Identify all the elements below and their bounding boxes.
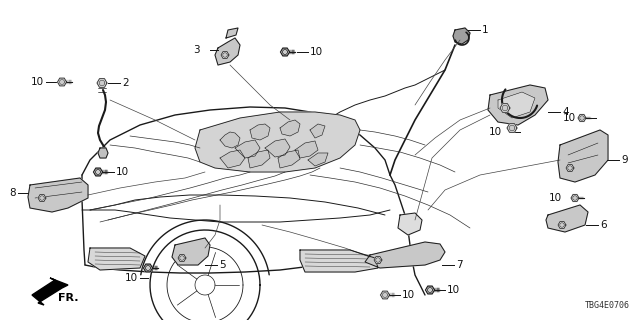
Polygon shape — [280, 120, 300, 136]
Polygon shape — [578, 115, 586, 122]
Text: 6: 6 — [600, 220, 607, 230]
Polygon shape — [28, 178, 88, 212]
Text: 10: 10 — [310, 47, 323, 57]
Polygon shape — [220, 132, 240, 148]
Polygon shape — [97, 79, 107, 87]
Text: 10: 10 — [125, 273, 138, 283]
Text: 10: 10 — [402, 290, 415, 300]
Polygon shape — [265, 139, 290, 157]
Polygon shape — [566, 164, 574, 172]
Text: 7: 7 — [456, 260, 463, 270]
Polygon shape — [58, 78, 67, 86]
Polygon shape — [558, 130, 608, 182]
Polygon shape — [280, 48, 289, 56]
Polygon shape — [398, 213, 422, 235]
Polygon shape — [381, 291, 390, 299]
Polygon shape — [195, 112, 360, 172]
Polygon shape — [571, 195, 579, 202]
Polygon shape — [88, 248, 145, 270]
Text: 10: 10 — [489, 127, 502, 137]
Text: 1: 1 — [482, 25, 488, 35]
Text: 8: 8 — [10, 188, 16, 198]
Polygon shape — [558, 221, 566, 228]
Polygon shape — [365, 242, 445, 268]
Text: 10: 10 — [549, 193, 562, 203]
Text: 10: 10 — [116, 167, 129, 177]
Polygon shape — [488, 85, 548, 125]
Polygon shape — [178, 254, 186, 261]
Text: 2: 2 — [122, 78, 129, 88]
Polygon shape — [453, 28, 470, 44]
Text: 10: 10 — [447, 285, 460, 295]
Text: TBG4E0706: TBG4E0706 — [585, 301, 630, 310]
Polygon shape — [308, 153, 328, 166]
Polygon shape — [426, 286, 435, 294]
Text: FR.: FR. — [58, 293, 79, 303]
Polygon shape — [98, 148, 108, 158]
Polygon shape — [295, 141, 318, 158]
Polygon shape — [250, 124, 270, 140]
Polygon shape — [248, 150, 270, 168]
Text: 10: 10 — [563, 113, 576, 123]
Polygon shape — [300, 250, 378, 272]
Polygon shape — [221, 52, 229, 59]
Text: 5: 5 — [219, 260, 226, 270]
Polygon shape — [93, 168, 102, 176]
Polygon shape — [507, 124, 517, 132]
Polygon shape — [500, 104, 510, 112]
Polygon shape — [280, 48, 289, 56]
Polygon shape — [498, 92, 535, 118]
Polygon shape — [226, 28, 238, 38]
Text: 10: 10 — [31, 77, 44, 87]
Polygon shape — [310, 124, 325, 138]
Polygon shape — [546, 205, 588, 232]
Polygon shape — [143, 264, 152, 272]
Text: 9: 9 — [621, 155, 628, 165]
Polygon shape — [426, 286, 435, 294]
Text: 4: 4 — [562, 107, 568, 117]
Polygon shape — [278, 150, 300, 168]
Polygon shape — [215, 38, 240, 65]
Polygon shape — [32, 278, 68, 305]
Polygon shape — [220, 150, 245, 168]
Polygon shape — [93, 168, 102, 176]
Polygon shape — [143, 264, 152, 272]
Polygon shape — [172, 238, 210, 265]
Polygon shape — [38, 195, 46, 202]
Polygon shape — [235, 140, 260, 158]
Polygon shape — [374, 257, 382, 263]
Text: 3: 3 — [193, 45, 200, 55]
